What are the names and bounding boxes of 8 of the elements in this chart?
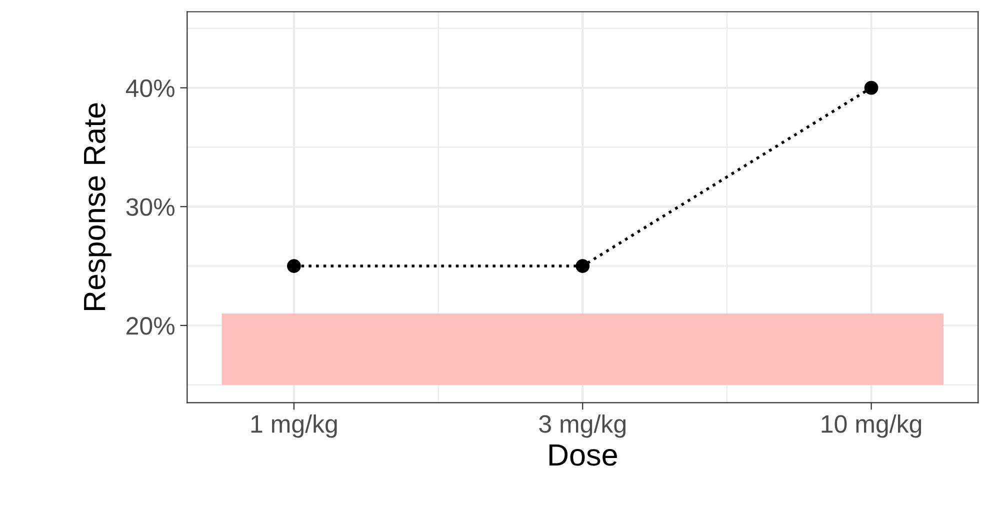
y-tick-label: 30% [126, 198, 174, 216]
y-axis-title: Response Rate [84, 103, 112, 310]
x-tick-label: 3 mg/kg [539, 414, 626, 438]
x-axis-title: Dose [549, 444, 617, 466]
x-tick-label: 10 mg/kg [822, 414, 922, 438]
y-tick-label: 20% [126, 317, 174, 335]
y-tick-label: 40% [126, 79, 174, 98]
x-tick-label: 1 mg/kg [251, 414, 337, 438]
